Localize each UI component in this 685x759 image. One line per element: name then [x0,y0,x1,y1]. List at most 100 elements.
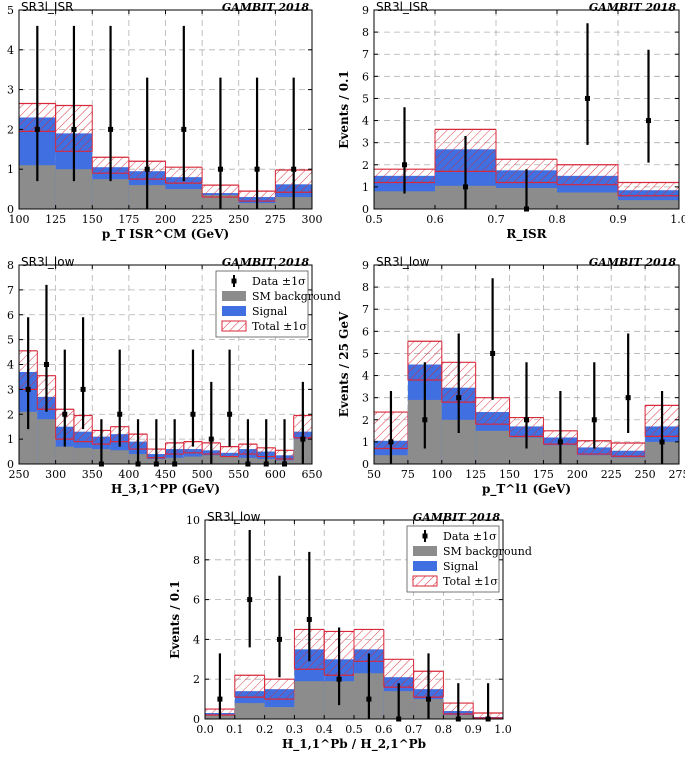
chart-title: SR3l_low [207,510,261,524]
x-tick-label: 250 [228,213,249,226]
x-tick-label: 400 [118,468,139,481]
background-bar [235,703,265,719]
x-tick-label: 300 [45,468,66,481]
y-tick-label: 0 [362,458,369,471]
background-bar [220,457,238,464]
background-bar [265,707,295,719]
x-tick-label: 0.3 [286,723,304,736]
y-tick-label: 6 [7,309,14,322]
x-tick-label: 75 [401,468,415,481]
x-tick-label: 225 [192,213,213,226]
x-tick-label: 0.8 [435,723,453,736]
background-bar [166,189,203,209]
data-point [585,96,590,101]
data-point [422,417,427,422]
data-point [217,697,222,702]
data-point [558,439,563,444]
data-point [626,395,631,400]
chart-title: SR3l_low [21,255,75,269]
data-point [44,362,49,367]
background-bar [557,192,618,209]
legend-data-label: Data ±1σ [252,275,306,288]
data-point [277,637,282,642]
x-tick-label: 0.6 [375,723,393,736]
y-tick-label: 1 [7,163,14,176]
legend-data-marker [232,279,237,284]
legend-background-swatch [413,546,437,556]
background-bar [37,419,55,464]
data-point [190,412,195,417]
x-tick-label: 0.2 [256,723,274,736]
x-tick-label: 0.1 [226,723,244,736]
y-tick-label: 9 [362,4,369,17]
x-tick-label: 0.4 [315,723,333,736]
data-point [71,127,76,132]
data-point [81,387,86,392]
x-tick-label: 300 [302,213,323,226]
x-tick-label: 0.7 [405,723,423,736]
x-tick-label: 275 [669,468,685,481]
gambit-annotation: GAMBIT 2018 [222,256,310,269]
y-tick-label: 8 [362,26,369,39]
background-bar [92,179,129,209]
legend-data-label: Data ±1σ [443,530,497,543]
y-tick-label: 6 [193,594,200,607]
data-point [366,697,371,702]
x-tick-label: 0.9 [609,213,627,226]
y-tick-label: 5 [362,347,369,360]
background-bar [74,448,92,464]
x-tick-label: 1.0 [670,213,685,226]
background-bar [184,457,202,464]
chart-title: SR3l_ISR [376,0,428,14]
data-point [660,439,665,444]
total-uncertainty-band [557,165,618,185]
data-point [524,417,529,422]
x-tick-label: 100 [431,468,452,481]
total-uncertainty-band [618,182,679,195]
y-tick-label: 4 [7,44,14,57]
total-uncertainty-band [265,679,295,699]
legend-total-label: Total ±1σ [252,320,307,333]
x-axis-label: R_ISR [506,227,547,242]
y-tick-label: 0 [362,203,369,216]
y-tick-label: 6 [362,70,369,83]
chart-panel-4: 50751001251501752002252502750123456789SR… [337,255,685,497]
chart-title: SR3l_ISR [21,0,73,14]
x-tick-label: 0.5 [345,723,363,736]
x-tick-label: 0.8 [548,213,566,226]
y-tick-label: 8 [7,259,14,272]
y-tick-label: 8 [362,281,369,294]
y-tick-label: 3 [362,137,369,150]
x-tick-label: 350 [82,468,103,481]
y-tick-label: 5 [7,334,14,347]
y-axis-label: Events / 25 GeV [337,311,351,417]
y-tick-label: 1 [362,436,369,449]
y-tick-label: 7 [362,48,369,61]
y-tick-label: 2 [193,673,200,686]
x-tick-label: 150 [82,213,103,226]
data-point [26,387,31,392]
x-axis-label: H_3,1^PP (GeV) [111,482,220,497]
gambit-annotation: GAMBIT 2018 [222,1,310,14]
y-tick-label: 2 [7,408,14,421]
data-point [646,118,651,123]
legend-total-swatch [413,576,437,586]
chart-title: SR3l_low [376,255,430,269]
x-tick-label: 0.9 [464,723,482,736]
background-bar [56,447,74,464]
gambit-annotation: GAMBIT 2018 [589,256,677,269]
data-point [209,437,214,442]
y-tick-label: 5 [362,92,369,105]
x-axis-label: p_T^l1 (GeV) [482,482,571,497]
data-point [108,127,113,132]
x-tick-label: 175 [533,468,554,481]
y-tick-label: 3 [7,84,14,97]
x-axis-label: H_1,1^Pb / H_2,1^Pb [282,737,426,752]
y-tick-label: 4 [362,370,369,383]
legend-background-label: SM background [443,545,532,558]
